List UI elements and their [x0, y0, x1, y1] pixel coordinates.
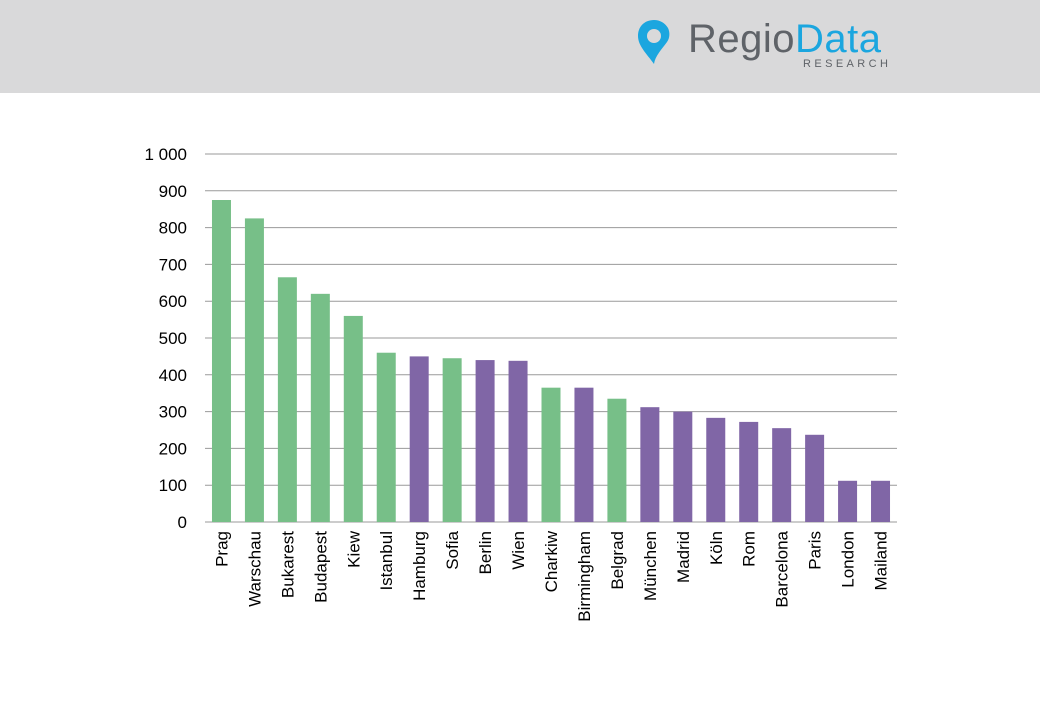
bar-bukarest: [277, 277, 297, 522]
bar-köln: [706, 417, 726, 522]
x-tick-label: Hamburg: [410, 531, 429, 601]
x-tick-label: Sofia: [443, 530, 462, 569]
bar-hamburg: [409, 356, 429, 522]
x-tick-label: Kiew: [344, 530, 363, 568]
bar-mailand: [871, 480, 891, 522]
y-tick-label: 1 000: [144, 145, 187, 164]
x-tick-label: Wien: [509, 531, 528, 570]
y-tick-label: 0: [178, 513, 187, 532]
bar-münchen: [640, 407, 660, 522]
x-tick-label: Warschau: [245, 531, 264, 607]
x-tick-label: Birmingham: [575, 531, 594, 622]
y-tick-label: 600: [159, 292, 187, 311]
bar-madrid: [673, 411, 693, 522]
logo-wordmark: RegioData: [688, 16, 882, 62]
bars: [211, 200, 891, 522]
bar-berlin: [475, 360, 495, 522]
bar-istanbul: [376, 352, 396, 522]
bar-sofia: [442, 358, 462, 522]
bar-belgrad: [607, 398, 627, 522]
bar-rom: [739, 421, 759, 522]
map-pin-icon: [638, 20, 670, 64]
bar-chart: 0 100 200 300 400 500 600 700 800 900 1 000 Prag Wa…: [144, 145, 897, 622]
x-tick-label: Paris: [806, 531, 825, 570]
header-bar: RegioData RESEARCH: [0, 0, 1040, 93]
y-tick-label: 400: [159, 366, 187, 385]
y-tick-label: 500: [159, 329, 187, 348]
y-tick-label: 700: [159, 255, 187, 274]
x-tick-label: Madrid: [674, 531, 693, 583]
x-tick-label: Rom: [740, 531, 759, 567]
x-axis-tick-labels: Prag Warschau Bukarest Budapest Kiew Istanbul…: [212, 530, 890, 621]
bar-paris: [805, 434, 825, 522]
logo-data-text: Data: [795, 17, 882, 61]
y-axis-tick-labels: 0 100 200 300 400 500 600 700 800 900 1 000: [144, 145, 187, 532]
bar-prag: [211, 200, 231, 522]
bar-wien: [508, 360, 528, 522]
x-tick-label: Prag: [212, 531, 231, 567]
bar-kiew: [343, 315, 363, 522]
bar-london: [838, 480, 858, 522]
x-tick-label: Köln: [707, 531, 726, 565]
x-tick-label: Budapest: [311, 531, 330, 603]
x-tick-label: Barcelona: [773, 530, 792, 607]
x-tick-label: Bukarest: [278, 531, 297, 598]
y-tick-label: 300: [159, 403, 187, 422]
y-tick-label: 900: [159, 182, 187, 201]
logo-research-text: RESEARCH: [803, 58, 892, 70]
bar-budapest: [310, 293, 330, 522]
bar-charkiw: [541, 387, 561, 522]
y-tick-label: 200: [159, 439, 187, 458]
bar-barcelona: [772, 428, 792, 522]
y-tick-label: 800: [159, 219, 187, 238]
regiodata-logo: RegioData RESEARCH: [636, 16, 906, 72]
x-tick-label: Mailand: [872, 531, 891, 591]
x-tick-label: Berlin: [476, 531, 495, 574]
x-tick-label: Belgrad: [608, 531, 627, 590]
bar-birmingham: [574, 387, 594, 522]
logo-regio-text: Regio: [688, 17, 796, 61]
x-tick-label: München: [641, 531, 660, 601]
x-tick-label: London: [839, 531, 858, 588]
x-tick-label: Charkiw: [542, 530, 561, 592]
bar-warschau: [244, 218, 264, 522]
y-tick-label: 100: [159, 476, 187, 495]
x-tick-label: Istanbul: [377, 531, 396, 591]
